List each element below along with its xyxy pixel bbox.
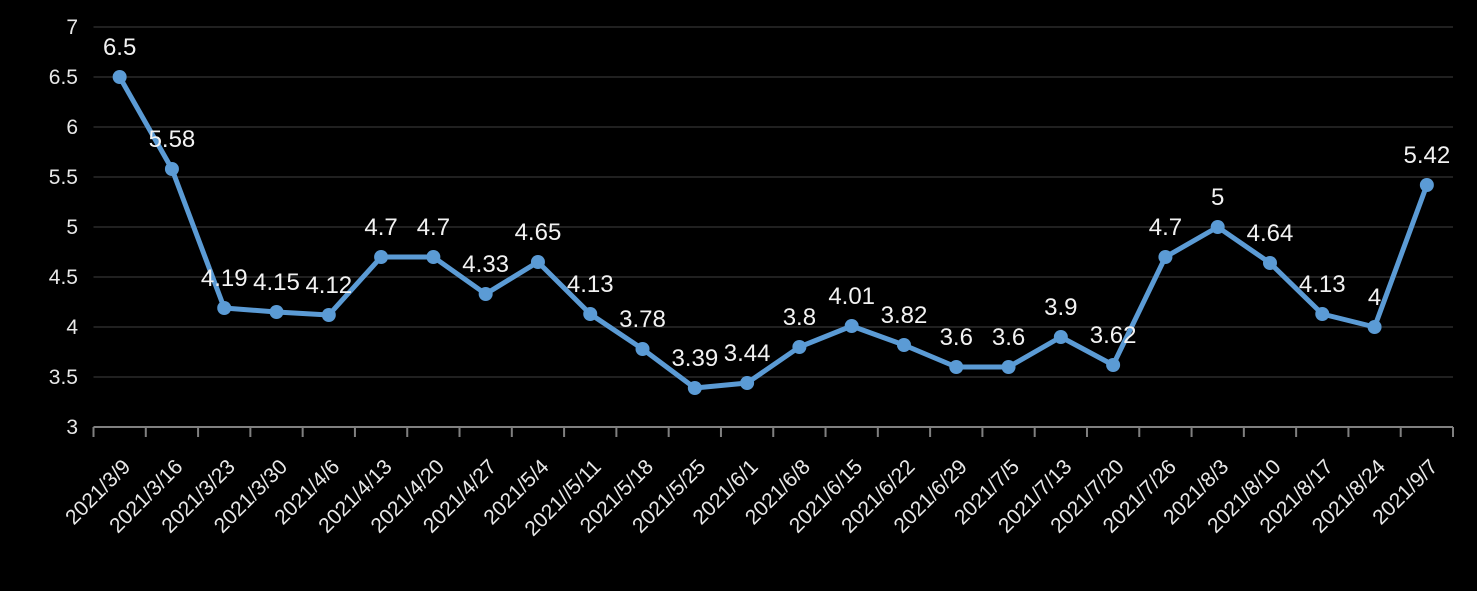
data-label: 5.42	[1403, 142, 1450, 169]
y-axis-tick-label: 4.5	[49, 266, 78, 289]
data-label: 4.33	[462, 251, 509, 278]
data-point-marker[interactable]	[740, 376, 755, 390]
data-label: 3.6	[992, 324, 1025, 351]
data-point-marker[interactable]	[530, 255, 545, 269]
data-label: 4.01	[828, 283, 875, 310]
data-point-marker[interactable]	[321, 308, 336, 322]
data-label: 4.15	[253, 269, 300, 296]
data-point-marker[interactable]	[478, 287, 493, 301]
data-point-marker[interactable]	[1367, 320, 1382, 334]
y-axis-tick-label: 3.5	[49, 366, 78, 389]
data-label: 5	[1211, 184, 1224, 211]
data-label: 6.5	[103, 34, 136, 61]
x-axis	[92, 426, 1454, 437]
data-label: 4.7	[364, 214, 397, 241]
data-point-marker[interactable]	[844, 319, 859, 333]
data-point-marker[interactable]	[1158, 250, 1173, 264]
data-point-marker[interactable]	[896, 338, 911, 352]
data-point-marker[interactable]	[635, 342, 650, 356]
data-label: 4.65	[515, 219, 562, 246]
data-label: 3.44	[724, 340, 771, 367]
data-point-marker[interactable]	[164, 162, 179, 176]
data-point-marker[interactable]	[217, 301, 232, 315]
data-point-marker[interactable]	[1419, 178, 1434, 192]
data-label: 4.19	[201, 265, 248, 292]
data-points	[112, 70, 1434, 395]
data-point-marker[interactable]	[583, 307, 598, 321]
data-point-marker[interactable]	[112, 70, 127, 84]
data-label: 3.8	[783, 304, 816, 331]
data-point-marker[interactable]	[1315, 307, 1330, 321]
y-axis-labels: 7 6.5 6 5.5 5 4.5 4 3.5 3	[49, 16, 79, 439]
y-axis-tick-label: 6.5	[49, 66, 78, 89]
data-point-marker[interactable]	[687, 381, 702, 395]
data-point-marker[interactable]	[1210, 220, 1225, 234]
data-point-marker[interactable]	[949, 360, 964, 374]
data-label: 5.58	[149, 126, 196, 153]
y-axis-tick-label: 6	[66, 116, 78, 139]
data-label: 4	[1368, 284, 1381, 311]
y-axis-tick-label: 4	[66, 316, 78, 339]
data-labels: 6.55.584.19 4.15 4.124.7 4.74.334.654.133.7…	[103, 34, 1450, 372]
data-label: 4.13	[567, 271, 614, 298]
data-point-marker[interactable]	[374, 250, 389, 264]
data-label: 3.6	[940, 324, 973, 351]
y-axis-tick-label: 7	[66, 16, 78, 39]
data-label: 4.7	[417, 214, 450, 241]
series-line	[117, 74, 1430, 391]
data-label: 3.9	[1044, 294, 1077, 321]
data-label: 3.82	[881, 302, 928, 329]
data-label: 4.13	[1299, 271, 1346, 298]
data-point-marker[interactable]	[426, 250, 441, 264]
data-label: 3.62	[1090, 322, 1137, 349]
data-point-marker[interactable]	[1001, 360, 1016, 374]
gridlines	[93, 26, 1453, 378]
y-axis-tick-label: 3	[66, 416, 78, 439]
data-point-marker[interactable]	[1053, 330, 1068, 344]
data-label: 4.12	[305, 272, 352, 299]
data-point-marker[interactable]	[269, 305, 284, 319]
data-label: 3.78	[619, 306, 666, 333]
data-label: 4.7	[1149, 214, 1182, 241]
y-axis-tick-label: 5	[66, 216, 78, 239]
data-label: 4.64	[1247, 220, 1294, 247]
data-point-marker[interactable]	[1262, 256, 1277, 270]
y-axis-tick-label: 5.5	[49, 166, 78, 189]
data-point-marker[interactable]	[792, 340, 807, 354]
data-label: 3.39	[671, 345, 718, 372]
data-point-marker[interactable]	[1106, 358, 1121, 372]
